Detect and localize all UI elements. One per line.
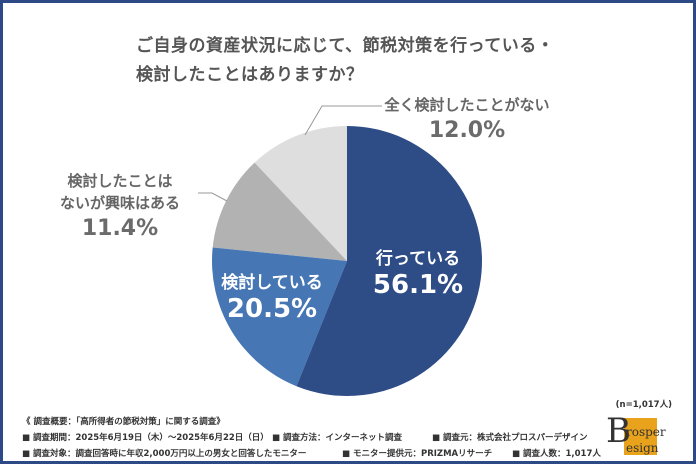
footer-heading: 《 調査概要：「高所得者の節税対策」に関する調査》 (22, 417, 225, 427)
slice-never (254, 126, 347, 261)
footer-method: ■ 調査方法：インターネット調査 (272, 433, 402, 443)
label-never-pct: 12.0% (428, 118, 506, 143)
label-interested-text2: ないが興味はある (59, 194, 180, 212)
leader-line-never (304, 105, 382, 136)
footer-count: ■ 調査人数：1,017人 (512, 449, 601, 459)
title-line-1: ご自身の資産状況に応じて、節税対策を行っている・ (136, 36, 555, 56)
label-never-text: 全く検討したことがない (384, 96, 550, 114)
label-considering-text: 検討している (221, 273, 323, 293)
label-interested-text1: 検討したことは (67, 172, 173, 190)
prosper-design-logo: B rosper esign (606, 411, 666, 455)
label-doing-pct: 56.1% (372, 270, 464, 300)
footer-org: ■ 調査元：株式会社プロスパーデザイン (432, 433, 588, 443)
title-line-2: 検討したことはありますか？ (136, 65, 364, 85)
slice-considering (211, 247, 347, 387)
slice-doing (296, 126, 483, 397)
slice-interested (212, 162, 347, 261)
chart-title: ご自身の資産状況に応じて、節税対策を行っている・ 検討したことはありますか？ (136, 32, 554, 90)
leader-line-interested (198, 192, 228, 202)
label-interested-pct: 11.4% (81, 216, 159, 241)
label-doing: 行っている 56.1% (358, 248, 478, 300)
label-considering-pct: 20.5% (226, 294, 318, 324)
footer-period: ■ 調査期間：2025年6月19日（木）～2025年6月22日（日） (22, 433, 269, 443)
label-considering: 検討している 20.5% (212, 272, 332, 324)
sample-size: (n=1,017人) (615, 400, 672, 410)
survey-footer: 《 調査概要：「高所得者の節税対策」に関する調査》 ■ 調査期間：2025年6月… (22, 414, 601, 462)
footer-provider: ■ モニター提供元：PRIZMAリサーチ (342, 449, 493, 459)
label-interested: 検討したことは ないが興味はある 11.4% (40, 170, 200, 244)
label-doing-text: 行っている (375, 249, 461, 269)
footer-target: ■ 調査対象：調査回答時に年収2,000万円以上の男女と回答したモニター (22, 449, 307, 459)
label-never: 全く検討したことがない 12.0% (372, 94, 562, 146)
